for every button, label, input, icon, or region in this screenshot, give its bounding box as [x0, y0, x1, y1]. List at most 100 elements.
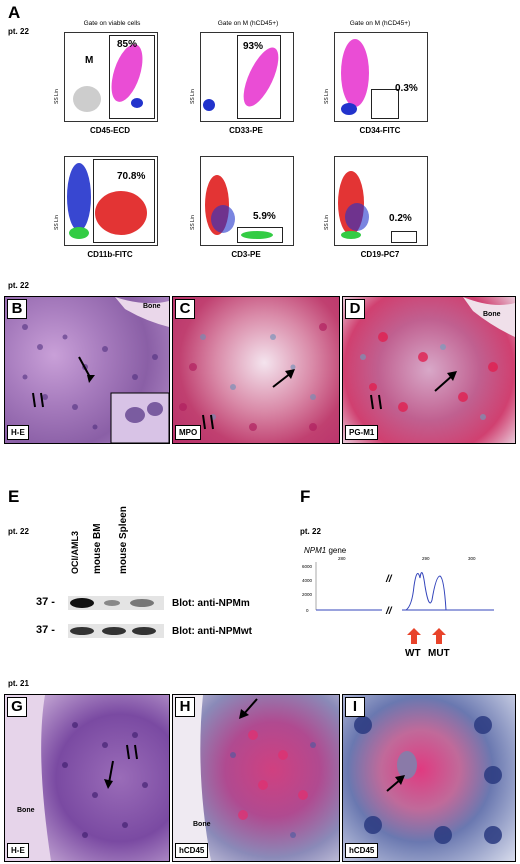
gate-box	[237, 227, 283, 243]
sequence-chromatogram: 6000 4000 2000 0 280 290 300 // //	[302, 556, 494, 617]
gate-percentage: 85%	[117, 39, 138, 50]
scatter-plot: 85% M	[64, 32, 158, 122]
stain-label: PG-M1	[345, 425, 379, 440]
panel-label-a: A	[8, 3, 21, 22]
panel-label-i: I	[345, 697, 365, 717]
y-axis-label: SS Lin	[324, 89, 330, 104]
plot-title: Gate on M (hCD45+)	[349, 20, 411, 27]
mw-marker: 37 -	[36, 624, 55, 636]
tissue-texture	[22, 297, 169, 443]
x-axis-label: CD19-PC7	[360, 250, 400, 259]
lane-label-mouse-bm: mouse BM	[92, 523, 103, 574]
y-axis-label: SS Lin	[54, 215, 60, 230]
panel-label-f: F	[300, 487, 311, 506]
tissue-texture	[354, 716, 502, 844]
panel-label-e: E	[8, 487, 20, 506]
panel-label-h: H	[175, 697, 195, 717]
patient-label: pt. 21	[8, 679, 29, 688]
gate-box	[109, 35, 155, 119]
x-axis-label: CD34-FITC	[359, 126, 401, 135]
blot-band	[104, 600, 120, 606]
plot-title: Gate on M (hCD45+)	[217, 20, 279, 27]
stain-label: H-E	[7, 425, 29, 440]
patient-label: pt. 22	[8, 527, 29, 536]
stain-label: MPO	[175, 425, 202, 440]
x-axis-label: CD33-PE	[229, 126, 263, 135]
histology-panel-d: D Bone PG-M1	[342, 296, 516, 444]
blot-band	[70, 598, 94, 608]
x-tick: 280	[338, 556, 346, 561]
y-axis-label: SS Lin	[54, 89, 60, 104]
bone-label: Bone	[193, 821, 211, 828]
blot-band	[130, 599, 154, 607]
x-axis-label: CD11b-FITC	[87, 250, 133, 259]
scatter-plot: 70.8%	[64, 156, 158, 246]
bone-label: Bone	[17, 807, 35, 814]
scatter-plot: 0.2%	[334, 156, 428, 246]
gate-box	[237, 35, 281, 119]
scatter-dots	[203, 47, 279, 111]
patient-label: pt. 22	[8, 281, 29, 290]
histology-panel-c: C MPO	[172, 296, 340, 444]
tissue-texture	[360, 297, 515, 420]
stain-label: hCD45	[345, 843, 379, 858]
y-axis-label: SS Lin	[190, 89, 196, 104]
gate-percentage: 0.3%	[395, 83, 418, 94]
gate-percentage: 0.2%	[389, 213, 412, 224]
panel-label-c: C	[175, 299, 195, 319]
y-axis-label: SS Lin	[324, 215, 330, 230]
y-tick: 4000	[302, 578, 313, 583]
histology-panel-g: G Bone H-E	[4, 694, 170, 862]
mw-marker: 37 -	[36, 596, 55, 608]
scatter-dots	[341, 39, 369, 115]
patient-label: pt. 22	[8, 27, 29, 36]
gate-box	[371, 89, 399, 119]
gene-label: NPM1 gene	[304, 546, 346, 555]
gate-percentage: 5.9%	[253, 211, 276, 222]
blot-label-npmwt: Blot: anti-NPMwt	[172, 626, 252, 637]
blot-band	[70, 627, 94, 635]
blot-band	[102, 627, 126, 635]
stain-label: hCD45	[175, 843, 209, 858]
blot-strip-npmm	[68, 596, 164, 610]
scatter-dots	[67, 163, 147, 239]
y-axis-label: SS Lin	[190, 215, 196, 230]
bone-label: Bone	[483, 311, 501, 318]
bone-label: Bone	[143, 303, 161, 310]
scatter-dots	[205, 175, 273, 239]
scatter-dots	[338, 171, 369, 239]
patient-label: pt. 22	[300, 527, 321, 536]
gate-label: M	[85, 55, 94, 66]
x-axis-label: CD45-ECD	[89, 126, 130, 135]
histology-panel-i: I hCD45	[342, 694, 516, 862]
x-tick: 300	[468, 556, 476, 561]
gene-suffix: gene	[326, 546, 347, 555]
scatter-dots	[73, 44, 143, 112]
scatter-plot: 5.9%	[200, 156, 294, 246]
panel-label-d: D	[345, 299, 365, 319]
wt-arrow	[407, 628, 421, 644]
tissue-texture	[179, 323, 327, 431]
axis-break: //	[385, 606, 393, 617]
tissue-texture	[173, 695, 316, 861]
histology-panel-b: B Bone H-E	[4, 296, 170, 444]
blot-label-npmm: Blot: anti-NPMm	[172, 598, 250, 609]
wt-label: WT	[405, 648, 421, 659]
stain-label: H-E	[7, 843, 29, 858]
y-tick: 0	[306, 608, 309, 613]
y-tick: 6000	[302, 564, 313, 569]
y-tick: 2000	[302, 592, 313, 597]
mut-label: MUT	[428, 648, 450, 659]
gene-name: NPM1	[304, 546, 327, 555]
tissue-texture	[5, 695, 148, 861]
scatter-plot: 0.3%	[334, 32, 428, 122]
gate-percentage: 93%	[243, 41, 264, 52]
blot-strip-npmwt	[68, 624, 164, 638]
plot-title: Gate on viable cells	[83, 20, 141, 27]
mut-arrow	[432, 628, 446, 644]
histology-panel-h: H Bone hCD45	[172, 694, 340, 862]
scatter-plot: 93%	[200, 32, 294, 122]
gate-percentage: 70.8%	[117, 171, 146, 182]
panel-label-b: B	[7, 299, 27, 319]
axis-break: //	[385, 574, 393, 585]
